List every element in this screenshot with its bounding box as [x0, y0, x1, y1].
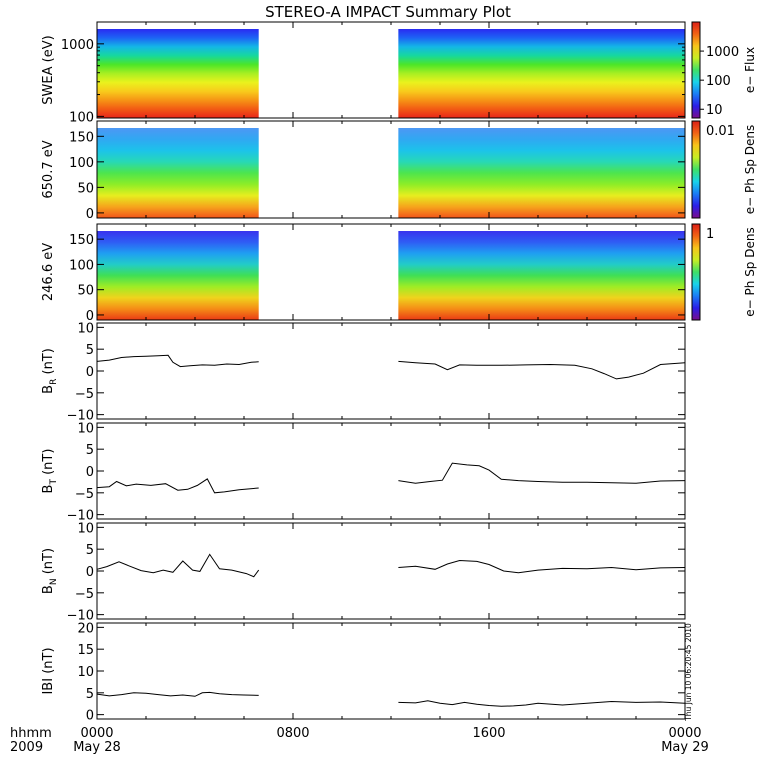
y-tick-label: 0: [86, 207, 94, 222]
trace-segment-1: [96, 354, 259, 368]
colorbar-tick-label: 1: [706, 227, 714, 242]
y-tick-label: 5: [86, 543, 94, 558]
y-tick-label: 100: [69, 258, 94, 273]
colorbar-label: e− Ph Sp Dens: [743, 125, 757, 214]
colorbar: 0.01 e− Ph Sp Dens: [691, 120, 757, 219]
colorbar-tick-label: 0.01: [706, 124, 735, 139]
colorbar-tick-label: 10: [706, 103, 723, 118]
y-tick-label: 0: [86, 309, 94, 324]
y-tick-label: 20: [77, 621, 94, 636]
y-tick-label: 50: [77, 181, 94, 196]
y-axis-label: 650.7 eV: [41, 140, 56, 198]
panel-4: −10 −5 0 5 10 BR (nT): [41, 321, 686, 424]
plot-title: STEREO-A IMPACT Summary Plot: [265, 3, 511, 21]
panel-frame: [96, 522, 686, 620]
time-tick-label: 0800: [276, 726, 309, 741]
heatmap-block-1: [97, 29, 259, 118]
panel-frame: [96, 622, 686, 720]
y-tick-label: 150: [69, 130, 94, 145]
time-axis-year-label: 2009: [10, 740, 43, 755]
y-tick-label: 0: [86, 465, 94, 480]
trace-segment-2: [398, 559, 686, 574]
heatmap-block-2: [398, 29, 685, 118]
y-axis-label: 246.6 eV: [41, 243, 56, 301]
colorbar-scale: [691, 223, 701, 321]
creation-timestamp: Thu Jun 10 06:20:45 2010: [684, 623, 693, 722]
y-tick-label: 15: [77, 643, 94, 658]
y-tick-label: 5: [86, 343, 94, 358]
y-tick-label: 10: [77, 665, 94, 680]
colorbar-label: e− Flux: [743, 47, 757, 93]
panel-7: 0 5 10 15 20 IBI (nT): [41, 621, 686, 724]
y-axis-label: BN (nT): [41, 548, 59, 594]
heatmap-block-1: [97, 128, 259, 218]
panel-5: −10 −5 0 5 10 BT (nT): [41, 421, 686, 524]
colorbar-scale: [691, 120, 701, 219]
y-tick-label: 0: [86, 565, 94, 580]
trace-segment-1: [96, 478, 259, 494]
colorbar: 10 100 1000 e− Flux: [691, 21, 757, 119]
panel-6: −10 −5 0 5 10 BN (nT): [41, 521, 686, 624]
colorbar-tick-label: 100: [706, 74, 731, 89]
y-tick-label: 150: [69, 233, 94, 248]
panel-2: 0.01 e− Ph Sp Dens 0 50 100 150 650.7 eV: [41, 120, 757, 222]
y-tick-label: 100: [69, 110, 94, 125]
y-tick-label: 5: [86, 443, 94, 458]
date-label: May 28: [73, 740, 121, 755]
panel-frame: [96, 422, 686, 520]
y-tick-label: 100: [69, 156, 94, 171]
y-tick-label: 10: [77, 321, 94, 336]
y-tick-label: 10: [77, 521, 94, 536]
y-tick-label: −10: [67, 509, 94, 524]
colorbar: 1 e− Ph Sp Dens: [691, 223, 757, 321]
y-tick-label: 0: [86, 365, 94, 380]
y-tick-label: −10: [67, 409, 94, 424]
trace-segment-2: [398, 462, 686, 484]
y-tick-label: −5: [75, 587, 94, 602]
trace-segment-1: [96, 553, 260, 578]
time-axis-format-label: hhmm: [10, 726, 52, 741]
y-axis-label: IBI (nT): [41, 647, 56, 694]
y-axis-label: BR (nT): [41, 348, 59, 394]
colorbar-scale: [691, 21, 701, 119]
time-tick-label: 1600: [472, 726, 505, 741]
heatmap-block-2: [398, 128, 685, 218]
trace-segment-2: [398, 360, 686, 380]
panel-3: 1 e− Ph Sp Dens 0 50 100 150 246.6 eV: [41, 223, 757, 324]
y-axis-label: BT (nT): [41, 449, 59, 494]
y-tick-label: 50: [77, 284, 94, 299]
time-tick-label: 0000: [668, 726, 701, 741]
colorbar-tick-label: 1000: [706, 45, 739, 60]
colorbar-label: e− Ph Sp Dens: [743, 227, 757, 316]
y-axis-label: SWEA (eV): [41, 35, 56, 104]
trace-segment-1: [96, 691, 259, 697]
y-tick-label: −5: [75, 487, 94, 502]
y-tick-label: 10: [77, 421, 94, 436]
y-tick-label: 1000: [61, 38, 94, 53]
trace-segment-2: [398, 700, 686, 707]
heatmap-block-1: [97, 231, 259, 320]
date-label: May 29: [661, 740, 709, 755]
panel-1: 10 100 1000 e− Flux 100 1000 SWEA (eV): [41, 21, 757, 125]
y-tick-label: −5: [75, 387, 94, 402]
heatmap-block-2: [398, 231, 685, 320]
y-tick-label: −10: [67, 609, 94, 624]
y-tick-label: 0: [86, 709, 94, 724]
y-tick-label: 5: [86, 687, 94, 702]
time-tick-label: 0000: [80, 726, 113, 741]
